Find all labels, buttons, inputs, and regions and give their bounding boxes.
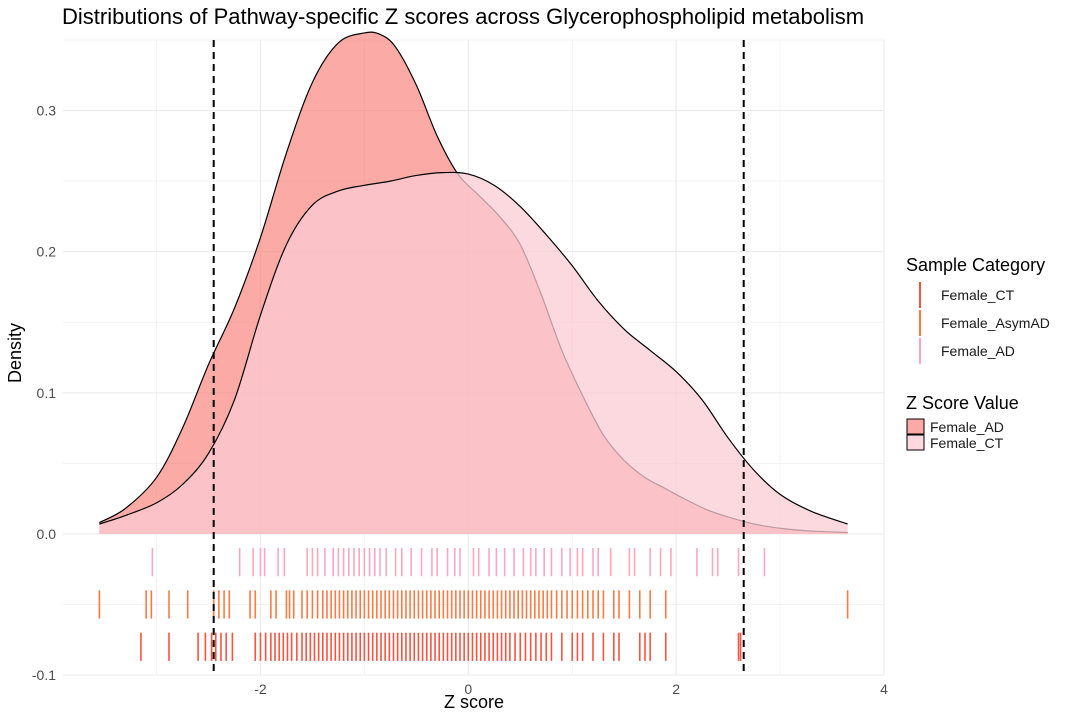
x-tick-label: -2 bbox=[254, 681, 267, 697]
reference-lines bbox=[212, 40, 745, 675]
legend-label: Female_CT bbox=[941, 287, 1015, 303]
x-axis-ticks: -2 0 2 4 bbox=[254, 681, 888, 697]
density-layer bbox=[99, 31, 848, 534]
legend-title-sample-category: Sample Category bbox=[906, 255, 1045, 275]
chart-title: Distributions of Pathway-specific Z scor… bbox=[62, 4, 864, 29]
legend-key-swatch bbox=[906, 434, 925, 451]
x-tick-label: 4 bbox=[880, 681, 888, 697]
legend-label: Female_AD bbox=[930, 419, 1004, 435]
y-tick-label: 0.3 bbox=[37, 103, 57, 119]
legend-label: Female_AsymAD bbox=[941, 315, 1050, 331]
legend-title-z-score-value: Z Score Value bbox=[906, 393, 1019, 413]
legend-label: Female_AD bbox=[941, 343, 1015, 359]
legend-label: Female_CT bbox=[930, 435, 1004, 451]
x-tick-label: 2 bbox=[672, 681, 680, 697]
y-tick-label: -0.1 bbox=[32, 667, 56, 683]
rug-layer bbox=[98, 548, 849, 661]
density-area-female-ct bbox=[99, 172, 848, 534]
legend-key-swatch bbox=[906, 418, 925, 435]
y-axis-ticks: -0.1 0.0 0.1 0.2 0.3 bbox=[32, 103, 56, 683]
y-tick-label: 0.0 bbox=[37, 526, 57, 542]
x-axis-title: Z score bbox=[444, 692, 504, 712]
y-tick-label: 0.2 bbox=[37, 244, 57, 260]
y-axis-title: Density bbox=[5, 323, 25, 383]
density-curve-female-ct bbox=[99, 171, 848, 525]
x-tick-label: 0 bbox=[464, 681, 472, 697]
y-tick-label: 0.1 bbox=[37, 385, 57, 401]
legend: Sample Category Female_CT Female_AsymAD Fem… bbox=[906, 255, 1050, 451]
